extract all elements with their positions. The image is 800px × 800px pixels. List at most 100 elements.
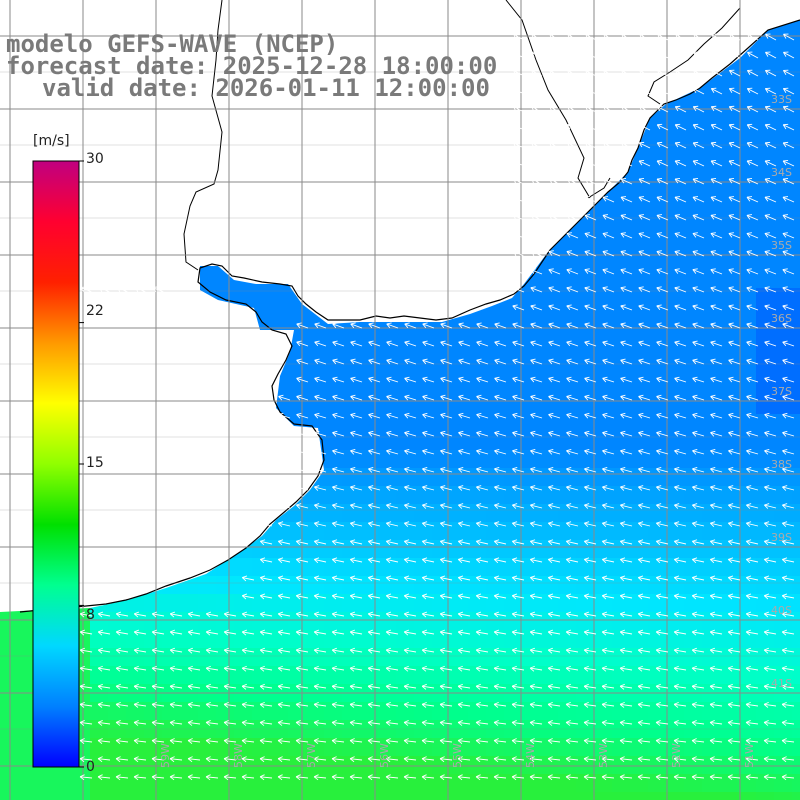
wind-arrow — [746, 448, 759, 455]
wind-arrow — [548, 412, 561, 419]
wind-arrow — [530, 250, 543, 257]
wind-arrow — [638, 87, 651, 95]
wind-arrow — [584, 105, 597, 113]
wind-arrow — [782, 448, 795, 455]
wind-arrow — [747, 33, 759, 41]
wind-arrow — [403, 720, 417, 726]
wind-arrow — [692, 250, 705, 257]
wind-arrow — [585, 51, 597, 59]
wind-arrow — [332, 394, 345, 401]
wind-arrow — [620, 521, 633, 528]
wind-arrow — [475, 665, 489, 672]
wind-arrow — [745, 593, 759, 600]
wind-arrow — [691, 701, 705, 708]
lat-label-36S: 36S — [771, 312, 792, 325]
wind-arrow — [421, 611, 435, 618]
wind-arrow — [727, 665, 741, 672]
wind-arrow — [566, 430, 579, 437]
wind-arrow — [403, 575, 417, 582]
wind-arrow — [656, 268, 669, 275]
lat-label-39S: 39S — [771, 531, 792, 544]
wind-arrow — [655, 647, 669, 654]
wind-arrow — [601, 738, 615, 744]
wind-arrow — [745, 611, 759, 618]
wind-arrow — [511, 701, 525, 708]
wind-arrow — [440, 340, 453, 347]
wind-arrow — [764, 196, 777, 203]
wind-arrow — [602, 485, 615, 491]
wind-arrow — [367, 738, 381, 744]
wind-arrow — [440, 467, 453, 473]
wind-arrow — [782, 159, 795, 167]
wind-arrow — [547, 647, 561, 654]
wind-arrow — [385, 683, 399, 690]
wind-arrow — [763, 539, 777, 546]
wind-arrow — [566, 340, 579, 347]
wind-arrow — [187, 774, 201, 781]
wind-arrow — [350, 376, 363, 383]
wind-arrow — [547, 575, 561, 582]
longitude-labels: 59W 58W 57W 56W 55W 54W 53W 52W 51W — [159, 743, 756, 768]
wind-arrow — [422, 340, 435, 347]
wind-arrow — [350, 340, 363, 347]
wind-arrow — [404, 521, 417, 528]
wind-arrow — [782, 376, 795, 383]
wind-arrow — [781, 647, 795, 654]
wind-arrow — [584, 304, 597, 311]
wind-arrow — [728, 340, 741, 347]
wind-arrow — [656, 123, 669, 131]
wind-arrow — [764, 250, 777, 257]
wind-arrow — [385, 738, 399, 744]
wind-arrow — [637, 647, 651, 654]
wind-arrow — [367, 701, 381, 708]
wind-arrow — [566, 123, 579, 131]
wind-arrow — [439, 683, 453, 690]
wind-arrow — [728, 141, 741, 149]
wind-arrow — [782, 430, 795, 437]
wind-arrow — [764, 87, 777, 95]
wind-arrow — [745, 629, 759, 636]
wind-arrow — [278, 503, 291, 509]
wind-arrow — [728, 178, 741, 185]
wind-arrow — [457, 665, 471, 672]
wind-arrow — [584, 196, 597, 203]
lat-label-33S: 33S — [771, 93, 792, 106]
wind-arrow — [710, 178, 723, 185]
wind-arrow — [709, 647, 723, 654]
wind-arrow — [602, 304, 615, 311]
wind-arrow — [637, 738, 651, 744]
wind-arrow — [673, 720, 687, 726]
wind-arrow — [296, 394, 309, 401]
wind-arrow — [728, 412, 741, 419]
wind-arrow — [709, 701, 723, 708]
wind-arrow — [530, 485, 543, 491]
wind-arrow — [530, 196, 543, 203]
wind-arrow — [367, 575, 381, 582]
wind-arrow — [332, 412, 345, 419]
wind-arrow — [764, 376, 777, 383]
colorbar-tick-0: 0 — [86, 759, 95, 775]
wind-arrow — [494, 412, 507, 419]
wind-arrow — [422, 448, 435, 455]
wind-arrow — [656, 286, 669, 293]
wind-arrow — [710, 250, 723, 257]
wind-arrow — [655, 665, 669, 672]
wind-arrow — [656, 304, 669, 311]
wind-arrow — [548, 105, 561, 113]
lon-label-55W: 55W — [451, 743, 464, 768]
wind-arrow — [458, 503, 471, 509]
wind-arrow — [331, 701, 345, 708]
wind-arrow — [547, 593, 561, 600]
wind-arrow — [584, 376, 597, 383]
wind-arrow — [710, 448, 723, 455]
wind-arrow — [764, 340, 777, 347]
lat-label-35S: 35S — [771, 239, 792, 252]
wind-arrow — [439, 611, 453, 618]
wind-arrow — [511, 611, 525, 618]
wind-arrow — [277, 665, 291, 672]
wind-arrow — [440, 448, 453, 455]
wind-arrow — [620, 232, 633, 239]
wind-arrow — [493, 720, 507, 726]
wind-arrow — [583, 683, 597, 690]
wind-arrow — [566, 159, 579, 167]
